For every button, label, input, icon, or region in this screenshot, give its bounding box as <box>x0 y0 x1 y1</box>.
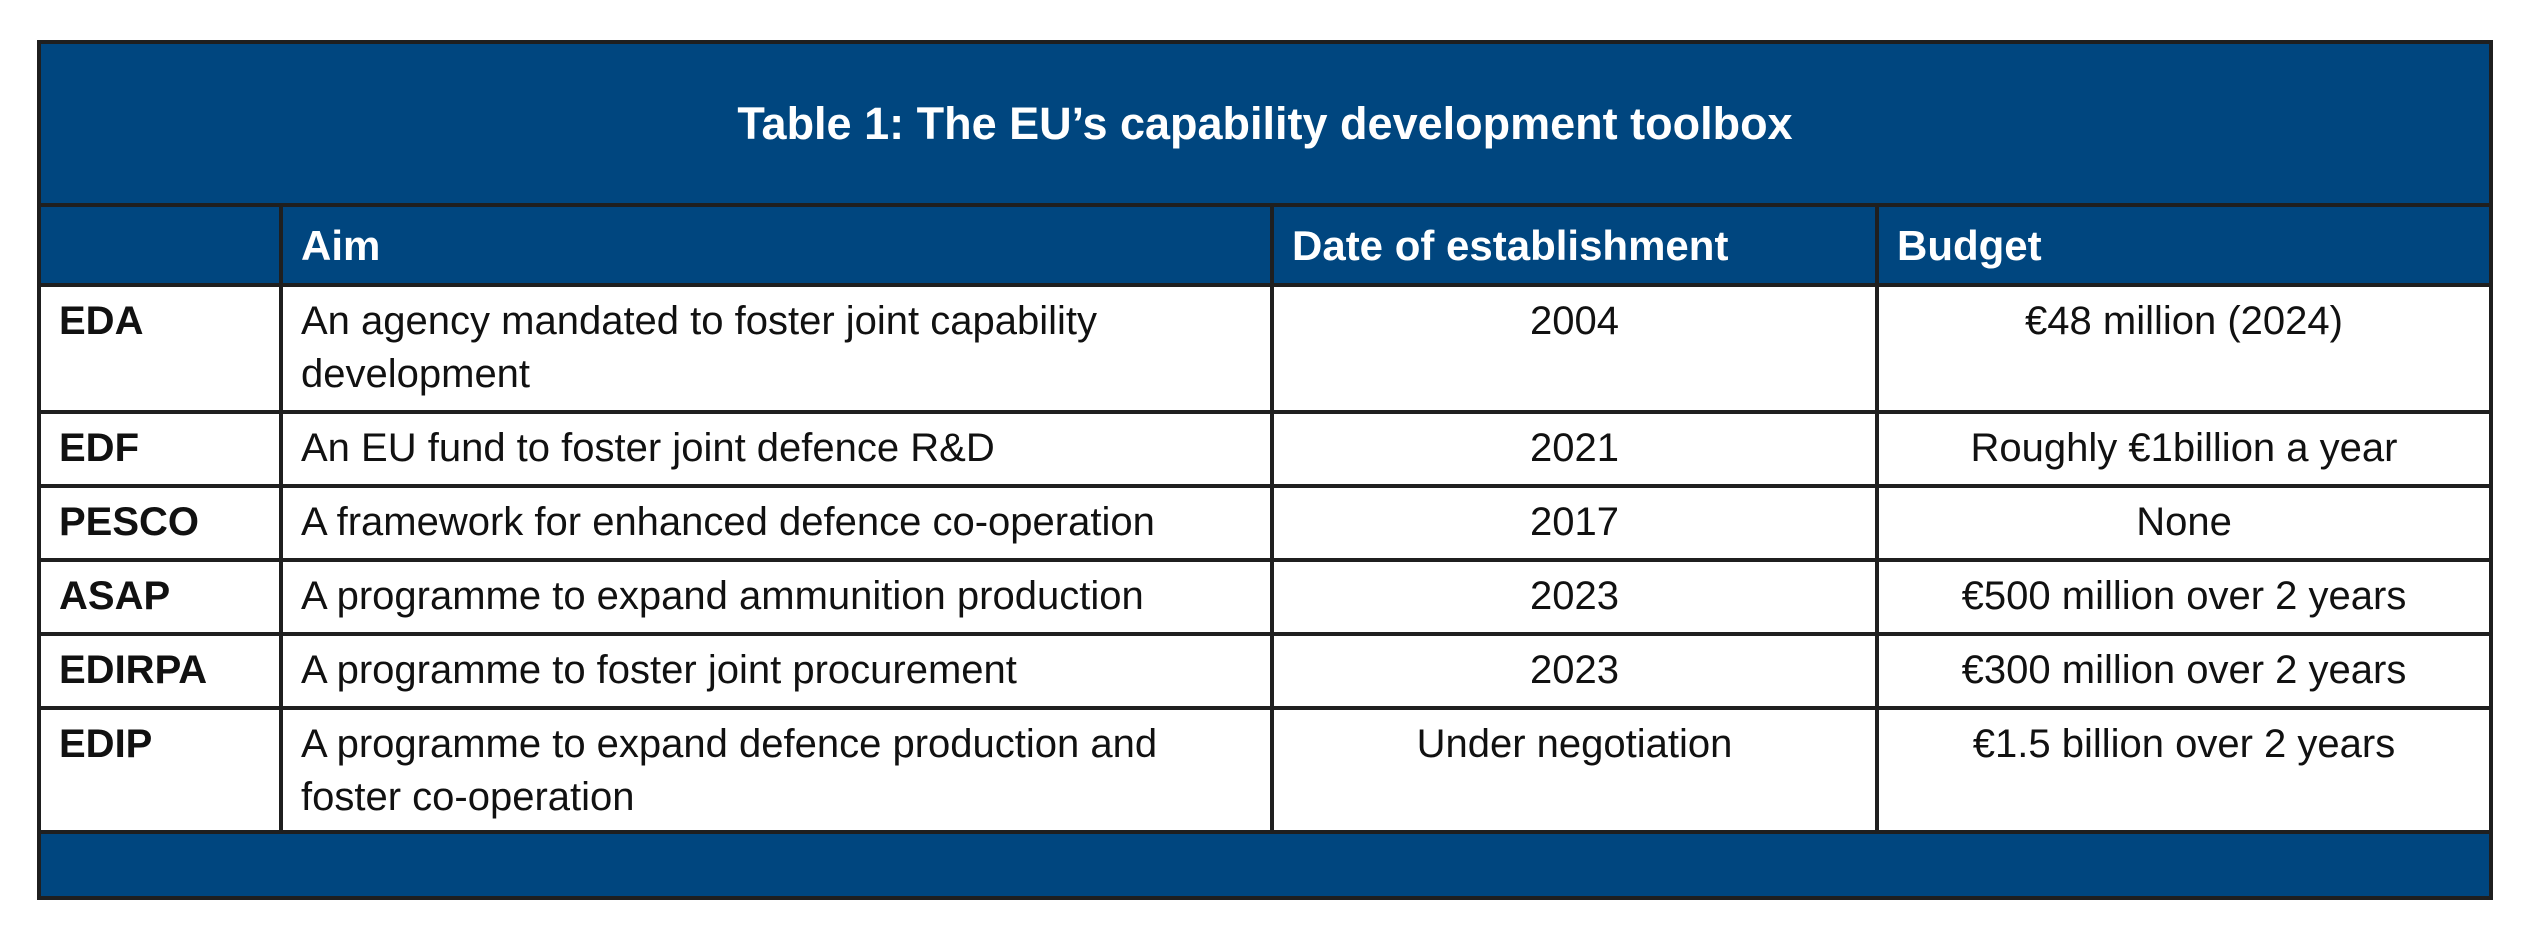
header-cell-empty <box>41 207 283 287</box>
row-budget: Roughly €1billion a year <box>1875 410 2489 488</box>
table-row: EDIP A programme to expand defence produ… <box>41 706 2489 837</box>
table-row: EDIRPA A programme to foster joint procu… <box>41 632 2489 710</box>
row-name: EDIRPA <box>41 632 283 710</box>
table-title: Table 1: The EU’s capability development… <box>41 44 2489 207</box>
row-budget: €48 million (2024) <box>1875 285 2489 414</box>
row-date: 2023 <box>1270 558 1879 636</box>
header-row: Aim Date of establishment Budget <box>41 207 2489 287</box>
row-budget: €300 million over 2 years <box>1875 632 2489 710</box>
table-row: EDF An EU fund to foster joint defence R… <box>41 410 2489 488</box>
table-footer-bar <box>41 830 2489 896</box>
row-name: EDA <box>41 285 283 414</box>
row-aim: An agency mandated to foster joint capab… <box>279 285 1274 414</box>
row-budget: €500 million over 2 years <box>1875 558 2489 636</box>
toolbox-table: Table 1: The EU’s capability development… <box>37 40 2493 900</box>
row-date: 2004 <box>1270 285 1879 414</box>
row-budget: €1.5 billion over 2 years <box>1875 706 2489 837</box>
row-date: 2023 <box>1270 632 1879 710</box>
header-cell-date: Date of establishment <box>1270 207 1879 287</box>
row-name: ASAP <box>41 558 283 636</box>
data-table: Aim Date of establishment Budget EDA An … <box>41 207 2489 837</box>
header-cell-budget: Budget <box>1875 207 2489 287</box>
row-name: EDF <box>41 410 283 488</box>
row-aim: A programme to expand defence production… <box>279 706 1274 837</box>
row-aim: A programme to expand ammunition product… <box>279 558 1274 636</box>
row-name: PESCO <box>41 484 283 562</box>
row-aim: A framework for enhanced defence co-oper… <box>279 484 1274 562</box>
row-aim: A programme to foster joint procurement <box>279 632 1274 710</box>
row-budget: None <box>1875 484 2489 562</box>
row-aim: An EU fund to foster joint defence R&D <box>279 410 1274 488</box>
table-row: ASAP A programme to expand ammunition pr… <box>41 558 2489 636</box>
row-name: EDIP <box>41 706 283 837</box>
header-cell-aim: Aim <box>279 207 1274 287</box>
row-date: 2021 <box>1270 410 1879 488</box>
row-date: Under negotiation <box>1270 706 1879 837</box>
row-date: 2017 <box>1270 484 1879 562</box>
table-row: EDA An agency mandated to foster joint c… <box>41 285 2489 414</box>
table-row: PESCO A framework for enhanced defence c… <box>41 484 2489 562</box>
